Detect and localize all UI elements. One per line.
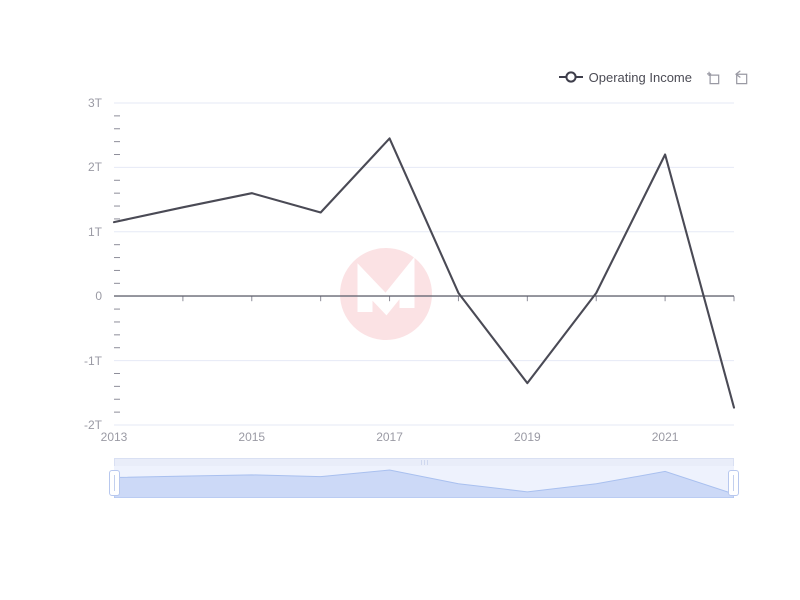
- gridlines: [114, 102, 734, 426]
- legend: Operating Income: [558, 66, 750, 88]
- y-axis-tick-label: -2T: [84, 418, 102, 432]
- y-axis-tick-label: 3T: [87, 96, 102, 110]
- datazoom-drag-grip[interactable]: [416, 460, 432, 465]
- x-axis-tick-marks: [182, 296, 735, 302]
- toolbox: [703, 68, 750, 87]
- zoom-select-icon[interactable]: [703, 68, 722, 87]
- series-line-operating-income: [112, 137, 736, 409]
- x-axis-tick-label: 2021: [651, 430, 679, 444]
- minor-tick-marks: [114, 115, 120, 413]
- legend-item-label: Operating Income: [588, 69, 692, 85]
- y-axis-tick-label: 0: [95, 289, 102, 304]
- y-axis-tick-label: 2T: [87, 160, 102, 175]
- legend-item-operating-income[interactable]: Operating Income: [558, 70, 692, 85]
- datazoom-left-handle[interactable]: [109, 470, 120, 496]
- y-axis-tick-label: 1T: [87, 224, 102, 239]
- x-axis-tick-label: 2017: [376, 430, 403, 444]
- x-axis-tick-label: 2015: [238, 430, 266, 444]
- x-axis-tick-label: 2013: [100, 430, 128, 444]
- datazoom-window[interactable]: [114, 466, 734, 498]
- datazoom-right-handle[interactable]: [728, 470, 739, 496]
- x-axis-tick-label: 2019: [513, 430, 541, 444]
- datazoom-slider[interactable]: [109, 458, 739, 498]
- y-axis-tick-label: -1T: [84, 353, 102, 368]
- zoom-reset-icon[interactable]: [731, 68, 750, 87]
- line-circle-marker-icon: [558, 71, 583, 83]
